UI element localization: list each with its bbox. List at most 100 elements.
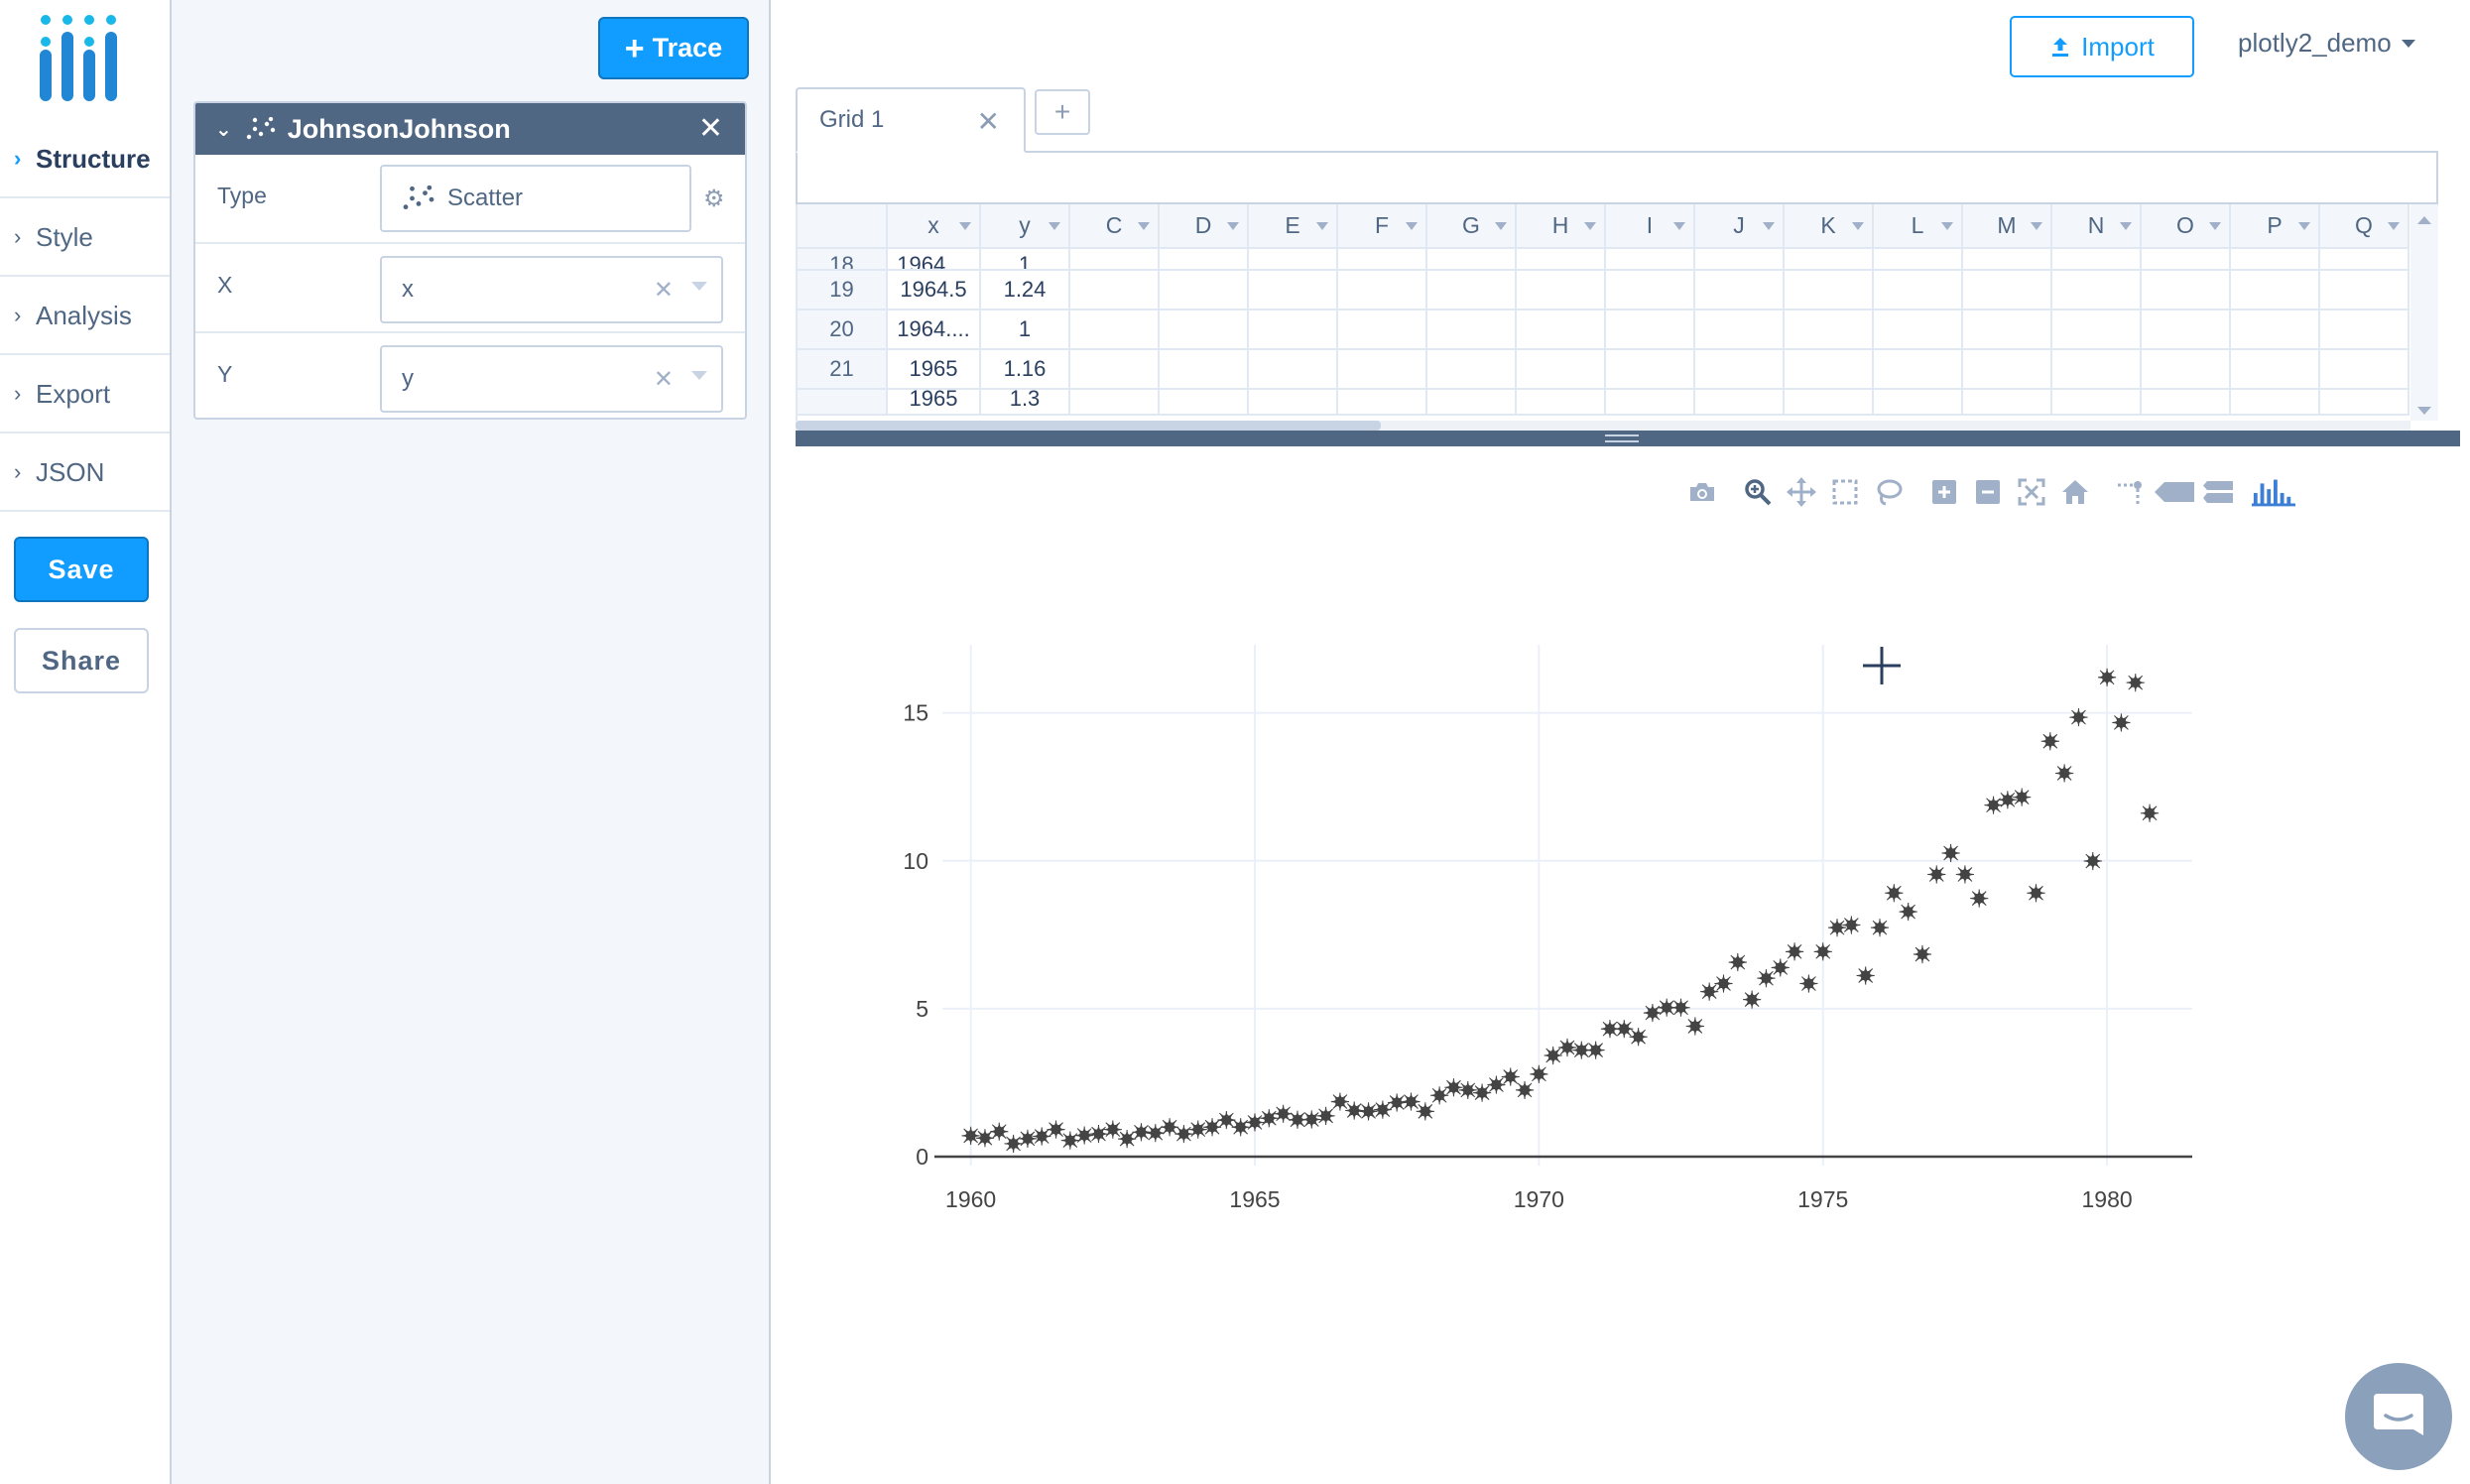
caret-down-icon[interactable] <box>2388 222 2400 230</box>
column-header[interactable]: x <box>887 204 981 249</box>
grid-cell[interactable] <box>1516 389 1606 416</box>
grid-cell[interactable]: 1964.... <box>887 248 981 271</box>
caret-down-icon[interactable] <box>2031 222 2042 230</box>
grid-cell[interactable] <box>1694 389 1785 416</box>
column-header[interactable]: E <box>1248 204 1338 249</box>
data-point[interactable] <box>1202 1118 1222 1137</box>
chevron-down-icon[interactable]: ⌄ <box>215 118 232 141</box>
data-point[interactable] <box>1302 1110 1321 1129</box>
zoom-out-icon[interactable] <box>1966 474 2010 510</box>
grid-cell[interactable] <box>2230 389 2320 416</box>
grid-cell[interactable] <box>1069 309 1160 350</box>
grid-cell[interactable] <box>2051 309 2142 350</box>
grid-cell[interactable]: 1965 <box>887 349 981 390</box>
spike-lines-icon[interactable] <box>2109 474 2153 510</box>
column-header[interactable]: L <box>1873 204 1963 249</box>
data-point[interactable] <box>1629 1028 1648 1047</box>
grid-cell[interactable] <box>1248 389 1338 416</box>
grid-cell[interactable] <box>1694 349 1785 390</box>
data-point[interactable] <box>1714 974 1733 993</box>
nav-item-json[interactable]: › JSON <box>0 434 170 512</box>
data-point[interactable] <box>1402 1092 1420 1111</box>
trace-header[interactable]: ⌄ JohnsonJohnson ✕ <box>195 103 745 155</box>
nav-item-style[interactable]: › Style <box>0 199 170 277</box>
column-header[interactable]: F <box>1337 204 1427 249</box>
caret-down-icon[interactable] <box>1049 222 1060 230</box>
grid-cell[interactable] <box>2141 389 2231 416</box>
grid-cell[interactable] <box>2141 309 2231 350</box>
row-number[interactable]: 21 <box>798 349 888 390</box>
data-point[interactable] <box>1743 990 1762 1009</box>
pan-icon[interactable] <box>1780 474 1823 510</box>
data-point[interactable] <box>1615 1020 1634 1039</box>
grid-cell[interactable] <box>2230 349 2320 390</box>
data-point[interactable] <box>1827 919 1847 937</box>
data-point[interactable] <box>1458 1080 1477 1100</box>
data-point[interactable] <box>2112 713 2131 732</box>
data-point[interactable] <box>1316 1106 1335 1125</box>
data-point[interactable] <box>1899 902 1917 922</box>
caret-down-icon[interactable] <box>2298 222 2310 230</box>
data-point[interactable] <box>1685 1017 1704 1036</box>
hover-closest-icon[interactable] <box>2153 474 2196 510</box>
grid-cell[interactable] <box>1337 270 1427 310</box>
grid-cell[interactable] <box>1159 349 1249 390</box>
grid-cell[interactable] <box>1426 270 1517 310</box>
data-point[interactable] <box>1658 998 1676 1017</box>
box-select-icon[interactable] <box>1823 474 1867 510</box>
grid-cell[interactable] <box>1069 349 1160 390</box>
trace-type-selector[interactable]: Scatter <box>380 165 691 232</box>
data-point[interactable] <box>1586 1041 1605 1059</box>
data-point[interactable] <box>2083 851 2102 871</box>
column-header[interactable]: Q <box>2319 204 2409 249</box>
save-button[interactable]: Save <box>14 537 149 602</box>
zoom-icon[interactable] <box>1736 474 1780 510</box>
grid-cell[interactable] <box>1873 270 1963 310</box>
scatter-chart[interactable]: 1960 1965 1970 1975 1980 0 5 10 15 <box>883 625 2212 1240</box>
data-point[interactable] <box>1103 1120 1122 1139</box>
clear-icon[interactable]: ✕ <box>653 277 674 304</box>
data-point[interactable] <box>1998 791 2017 809</box>
data-point[interactable] <box>1501 1067 1520 1086</box>
grid-cell[interactable] <box>1694 270 1785 310</box>
grid-cell[interactable] <box>1873 248 1963 271</box>
data-point[interactable] <box>1941 843 1960 863</box>
gear-icon[interactable]: ⚙ <box>703 186 725 212</box>
horizontal-scrollbar[interactable] <box>796 421 2410 431</box>
data-point[interactable] <box>1047 1120 1065 1139</box>
column-header[interactable]: D <box>1159 204 1249 249</box>
nav-item-structure[interactable]: › Structure <box>0 121 170 198</box>
data-point[interactable] <box>1885 884 1904 903</box>
spreadsheet[interactable]: x y C D E F G H I J K L M N O P Q <box>796 204 2438 421</box>
data-point[interactable] <box>1771 958 1790 977</box>
grid-cell[interactable] <box>1337 389 1427 416</box>
caret-down-icon[interactable] <box>1763 222 1775 230</box>
data-point[interactable] <box>1260 1109 1279 1128</box>
grid-cell[interactable]: 1 <box>980 248 1070 271</box>
data-point[interactable] <box>1075 1126 1094 1145</box>
data-point[interactable] <box>1927 865 1946 884</box>
caret-down-icon[interactable] <box>2209 222 2221 230</box>
data-point[interactable] <box>1018 1129 1038 1148</box>
scroll-down-icon[interactable] <box>2417 407 2431 415</box>
data-point[interactable] <box>1373 1100 1392 1119</box>
column-header[interactable]: C <box>1069 204 1160 249</box>
row-number[interactable]: 19 <box>798 270 888 310</box>
grid-cell[interactable] <box>2230 248 2320 271</box>
row-number[interactable]: 20 <box>798 309 888 350</box>
tab-grid-1[interactable]: Grid 1 ✕ <box>796 87 1026 153</box>
grid-cell[interactable]: 1 <box>980 309 1070 350</box>
data-point[interactable] <box>1530 1064 1548 1083</box>
close-icon[interactable]: ✕ <box>697 112 723 145</box>
data-point[interactable] <box>1757 969 1776 988</box>
caret-down-icon[interactable] <box>1584 222 1596 230</box>
data-point[interactable] <box>1132 1123 1151 1142</box>
grid-cell[interactable] <box>1159 270 1249 310</box>
grid-cell[interactable] <box>1873 349 1963 390</box>
column-header[interactable]: I <box>1605 204 1695 249</box>
data-point[interactable] <box>961 1126 980 1145</box>
data-point[interactable] <box>1345 1101 1364 1120</box>
caret-down-icon[interactable] <box>1852 222 1864 230</box>
data-point[interactable] <box>2013 788 2032 806</box>
grid-cell[interactable] <box>1069 270 1160 310</box>
